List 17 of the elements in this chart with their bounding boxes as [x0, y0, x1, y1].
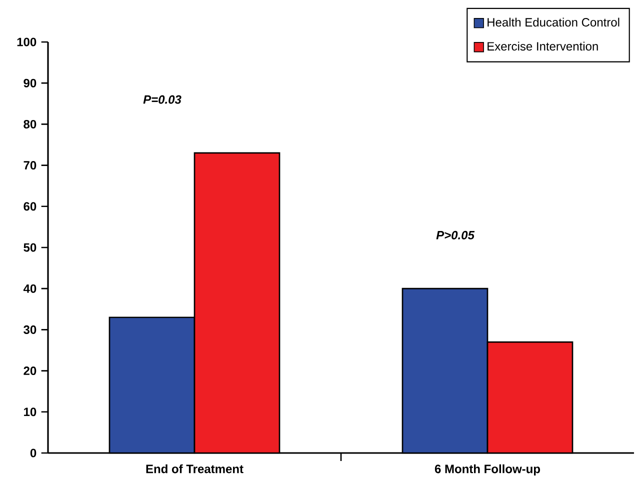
y-tick-label: 50: [24, 243, 36, 252]
x-tick-label: End of Treatment: [146, 464, 244, 474]
annotation: P>0.05: [436, 230, 475, 240]
y-tick-label: 0: [30, 448, 36, 458]
y-tick-label: 20: [24, 366, 36, 376]
y-tick-label: 60: [24, 202, 36, 211]
y-tick-label: 40: [23, 284, 36, 293]
y-tick-label: 30: [24, 325, 36, 334]
y-tick-label: 90: [24, 78, 36, 88]
legend-label: Exercise Intervention: [488, 42, 598, 51]
x-tick-label: 6 Month Follow-up: [434, 464, 540, 476]
y-tick-label: 80: [24, 120, 36, 128]
y-tick-label: 70: [24, 161, 36, 170]
y-tick-label: 10: [24, 408, 36, 416]
y-tick-label: 100: [17, 38, 36, 46]
annotation: P=0.03: [143, 95, 182, 104]
legend-label: Health Education Control: [488, 18, 620, 27]
